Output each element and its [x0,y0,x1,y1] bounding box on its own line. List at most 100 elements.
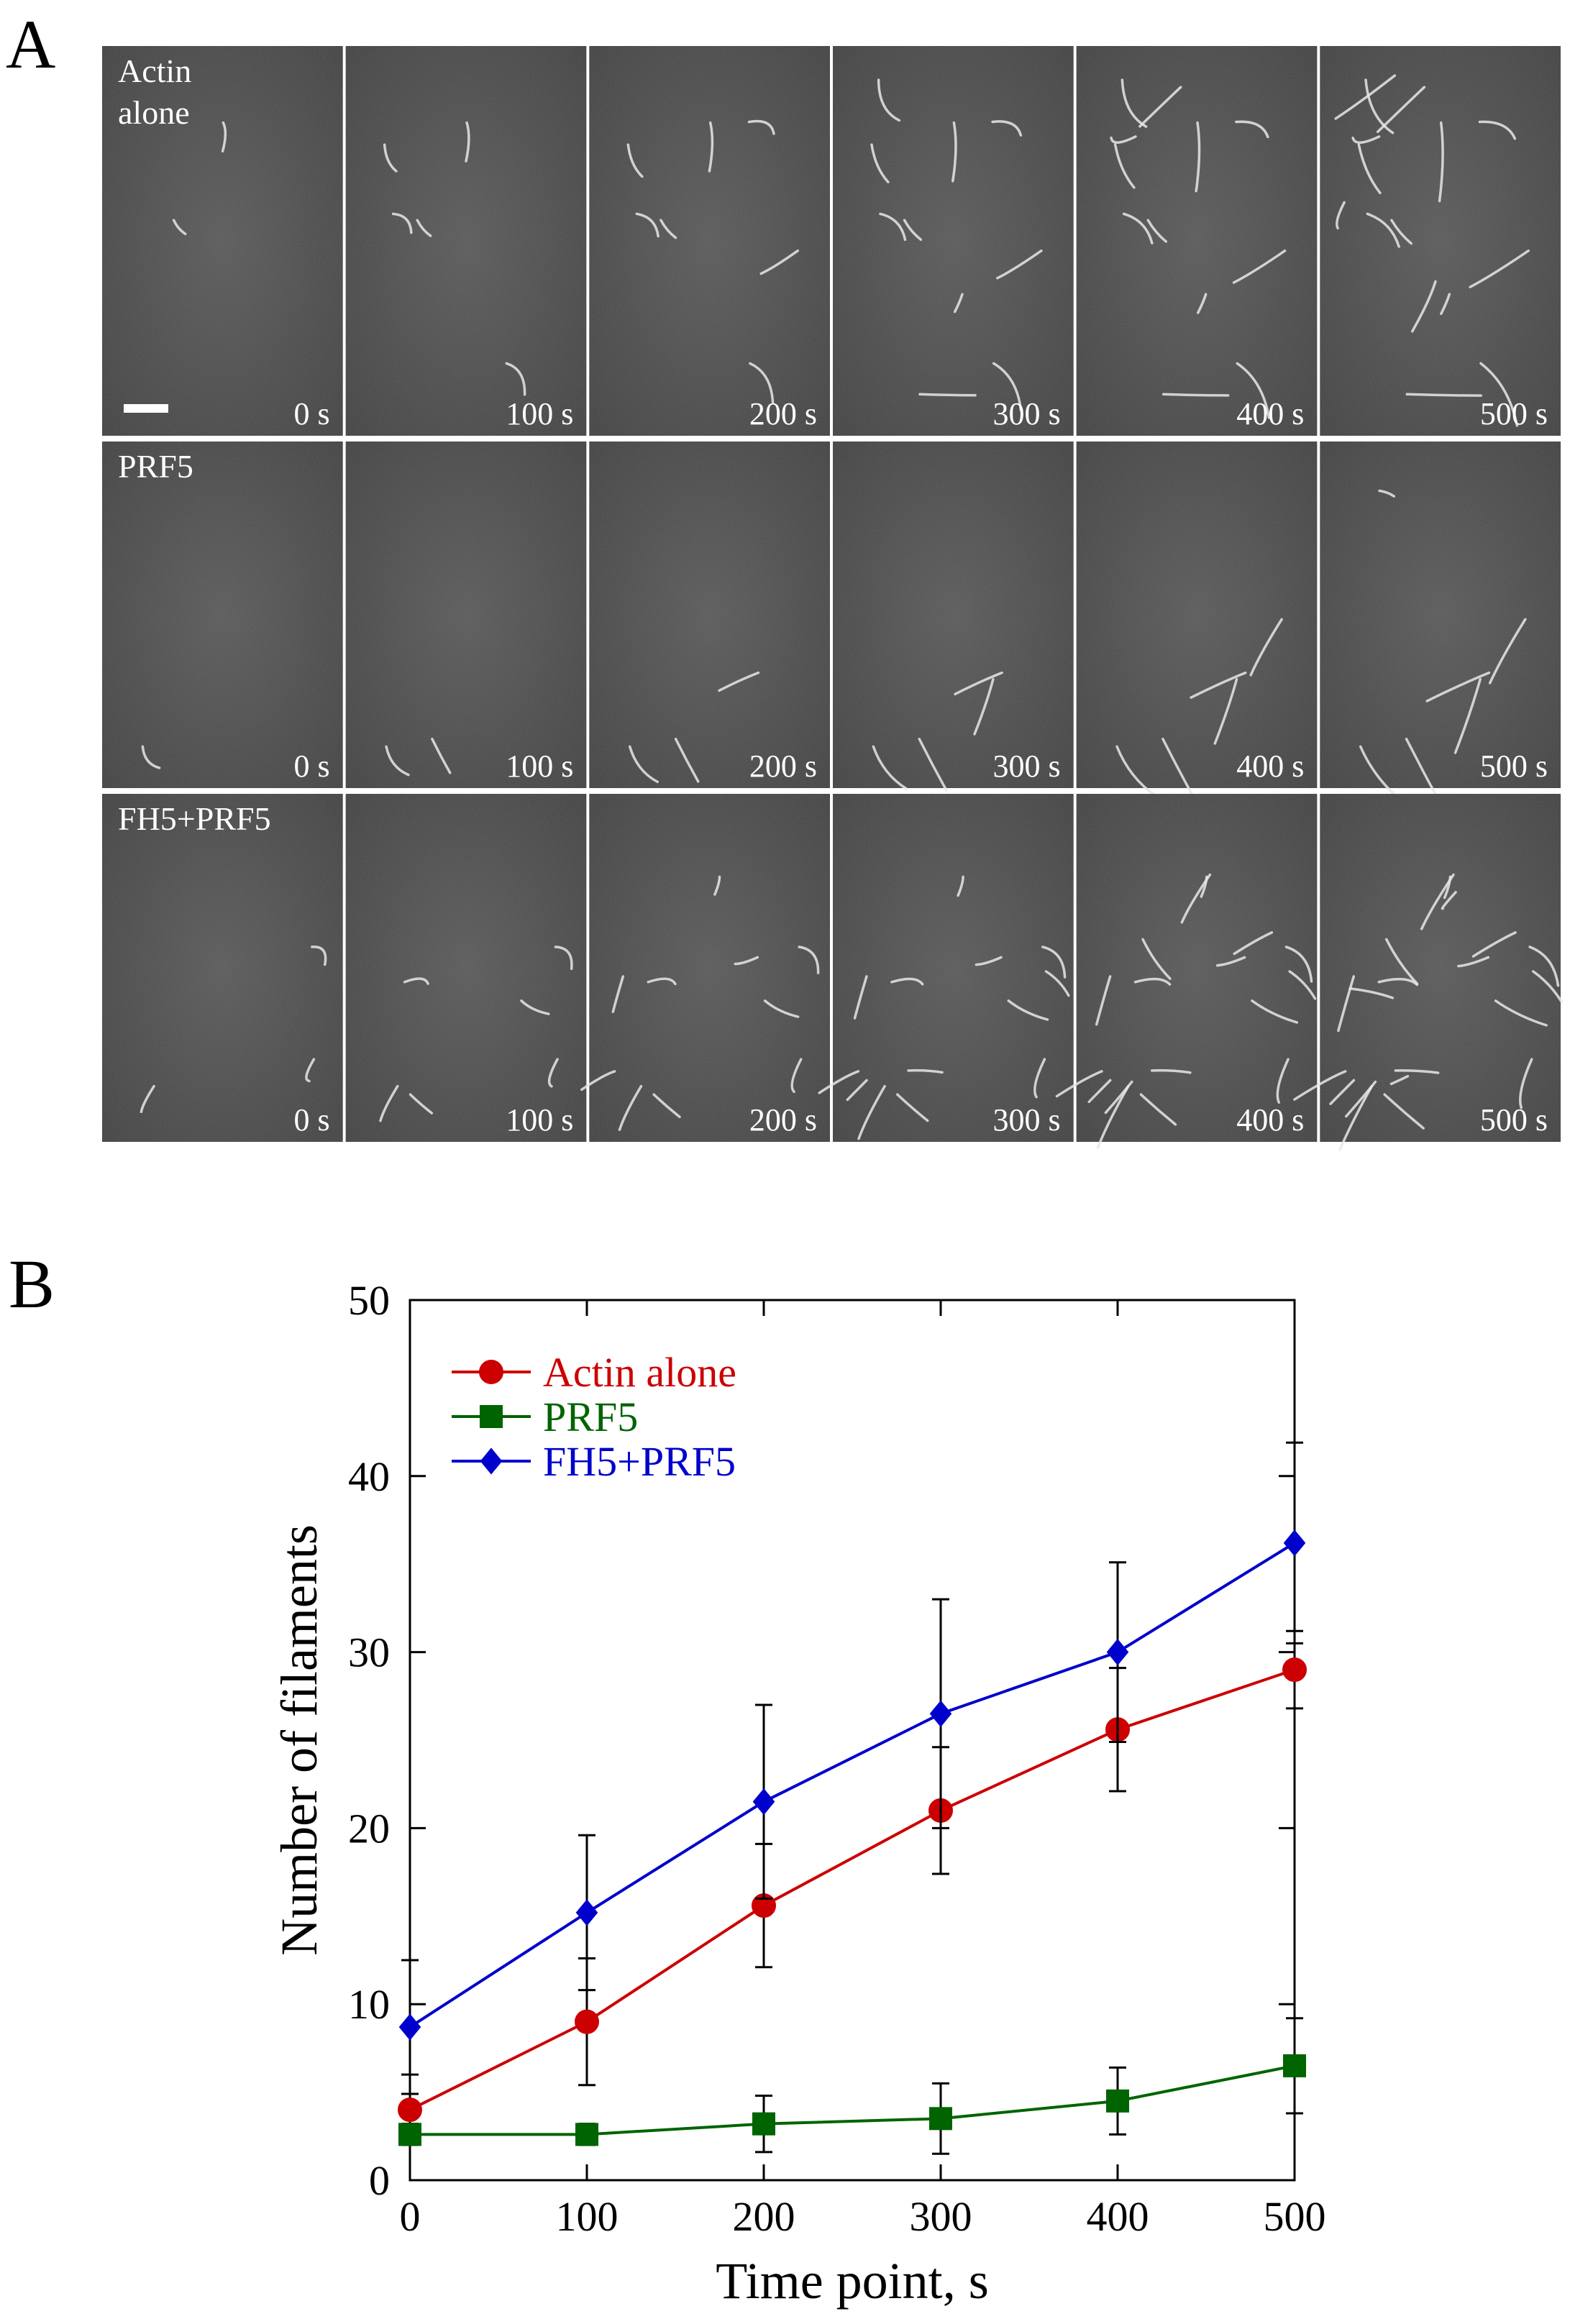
micrograph-frame: 300 s [818,794,1074,1142]
micrograph-frame: 400 s [1076,442,1318,800]
data-point [480,1447,503,1475]
actin-filament [1096,1084,1130,1149]
actin-filament [846,1079,868,1102]
actin-filament [1337,975,1356,1033]
y-axis-label: Number of filaments [270,1524,328,1956]
actin-filament [554,946,573,970]
series-line [409,1668,1295,2111]
actin-filament [1383,1093,1425,1130]
data-point [1282,1657,1307,1683]
actin-filament [1348,987,1395,999]
actin-filament [718,671,760,692]
actin-filament [660,219,677,239]
time-label: 300 s [993,396,1061,431]
actin-filament [1293,1070,1347,1101]
micrograph-frame: 500 s [1320,442,1561,809]
actin-filament [1329,1079,1356,1105]
y-tick-label: 50 [348,1277,390,1324]
actin-filament [857,1084,886,1140]
actin-filament [580,1070,616,1092]
actin-filament [1113,143,1136,189]
actin-filament [1195,121,1201,193]
micrograph-frame: 0 s [102,794,343,1142]
actin-filament [626,143,644,178]
actin-filament [1007,999,1049,1021]
actin-filament [635,212,660,238]
actin-filament [1420,873,1455,930]
time-label: 400 s [1236,1102,1304,1138]
time-label: 400 s [1236,749,1304,784]
actin-filament [1366,212,1400,248]
series-fh5-prf5 [398,1441,1306,2095]
actin-filament [1180,873,1212,924]
data-point [398,2123,421,2146]
time-label: 200 s [749,1102,817,1138]
actin-filament [1150,1069,1192,1074]
data-point [752,1788,775,1816]
time-label: 0 s [294,1102,330,1138]
time-label: 0 s [294,749,330,784]
actin-filament [957,875,964,897]
actin-filament [759,249,800,275]
actin-filament [713,875,721,896]
actin-filament [973,677,995,736]
actin-filament [1410,280,1437,333]
y-tick-label: 10 [348,1981,390,2028]
scale-bar [124,404,168,413]
micrograph-frame: 500 s [1320,46,1561,436]
series-prf5 [398,2017,1306,2155]
data-point [928,1798,953,1823]
micrograph-frame: 0 s [102,46,343,436]
actin-filament [628,745,659,784]
actin-filament [1249,618,1283,677]
actin-filament [1479,362,1519,427]
data-point [575,2009,599,2034]
actin-filament [951,121,957,183]
actin-filament [141,745,161,769]
actin-filament [1390,219,1412,245]
panel-b-letter: B [9,1245,55,1322]
condition-label: Actin [118,52,191,89]
actin-filament [379,1084,399,1122]
data-point [479,1360,503,1384]
actin-filament [1453,677,1482,754]
actin-filament [172,219,187,236]
actin-filament [1104,1080,1133,1115]
actin-filament [1044,970,1070,997]
data-point [1105,1717,1130,1742]
actin-filament [1338,1084,1374,1150]
time-label: 200 s [749,396,817,431]
time-label: 200 s [749,749,817,784]
actin-filament [734,956,759,966]
actin-filament [1344,1080,1377,1118]
actin-filament [391,212,413,234]
actin-filament [431,737,452,774]
actin-filament [1251,999,1299,1024]
actin-filament [1095,975,1112,1026]
micrograph-frame: 0 s [102,442,343,788]
x-tick-label: 200 [733,2193,795,2240]
actin-filament [996,249,1043,280]
time-label: 300 s [993,1102,1061,1138]
legend-entry: FH5+PRF5 [543,1438,736,1485]
micrograph-frame: 200 s [589,46,830,436]
actin-filament [1146,219,1168,243]
time-label: 300 s [993,749,1061,784]
y-tick-label: 20 [348,1805,390,1852]
actin-filament [1394,1069,1440,1074]
actin-filament [818,1070,860,1094]
data-point [1106,1639,1129,1666]
time-label: 500 s [1480,749,1548,784]
data-point [575,2123,598,2146]
actin-filament [674,737,700,783]
time-label: 100 s [506,749,573,784]
data-point [398,2013,421,2041]
actin-filament [1235,120,1269,139]
actin-filament [918,393,977,397]
actin-filament [1233,931,1274,956]
actin-filament [749,362,775,404]
actin-filament [1425,671,1491,703]
actin-filament [1288,970,1317,1000]
micrograph-frame: 500 s [1293,794,1563,1150]
legend-entry: PRF5 [543,1394,638,1440]
